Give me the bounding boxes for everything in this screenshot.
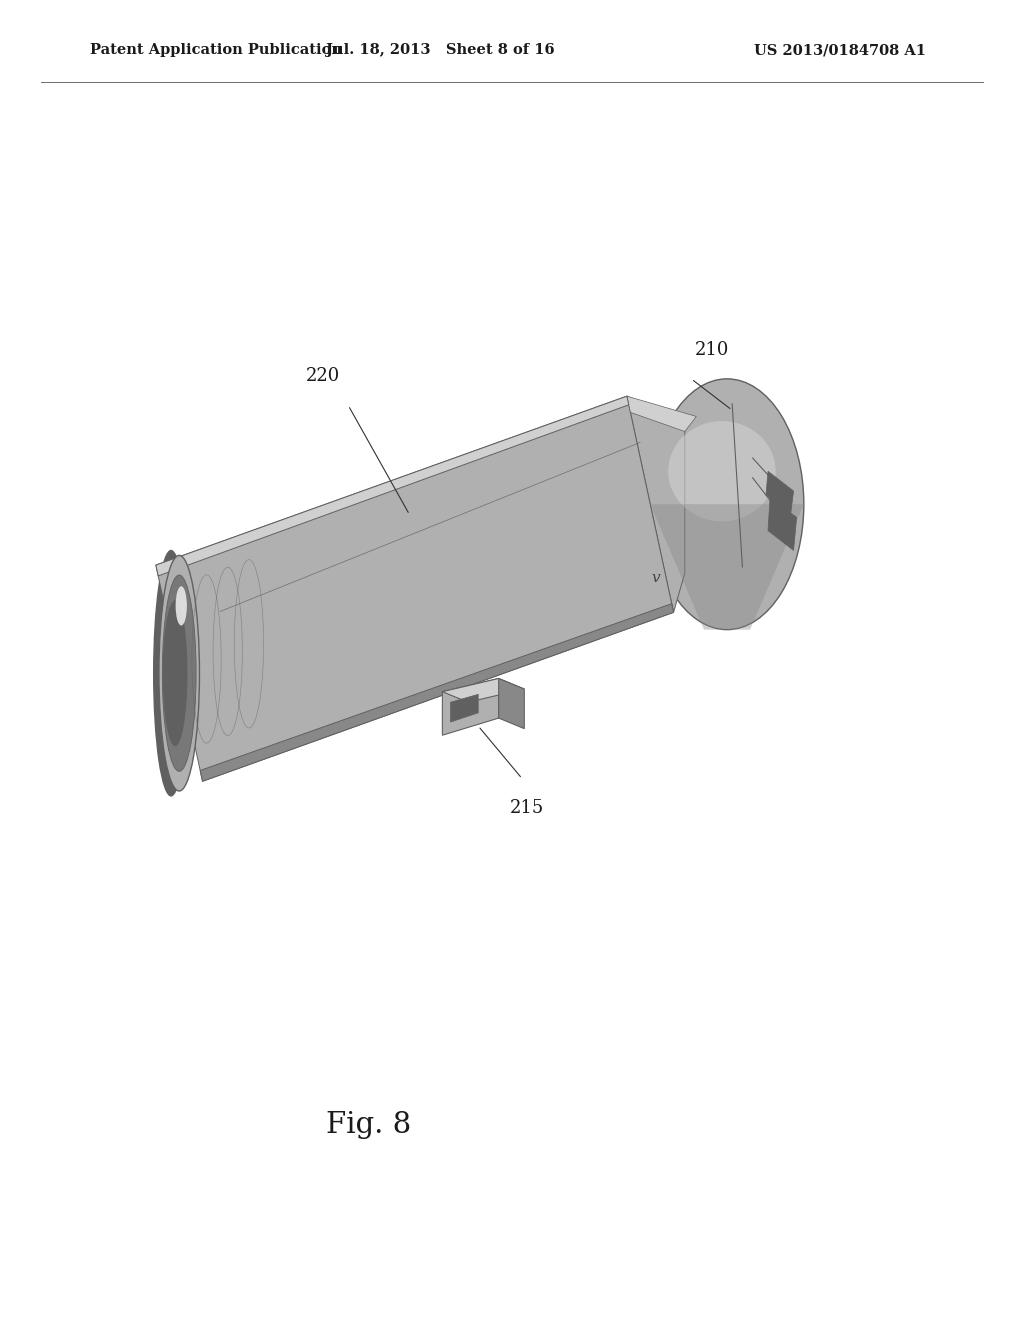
Polygon shape <box>442 678 524 702</box>
Text: 220: 220 <box>305 367 340 385</box>
Ellipse shape <box>650 379 804 630</box>
Text: Fig. 8: Fig. 8 <box>326 1110 412 1139</box>
Text: 210: 210 <box>694 341 729 359</box>
Ellipse shape <box>153 549 189 797</box>
Polygon shape <box>768 498 797 550</box>
Polygon shape <box>650 504 804 630</box>
Text: Jul. 18, 2013   Sheet 8 of 16: Jul. 18, 2013 Sheet 8 of 16 <box>326 44 555 57</box>
Text: v: v <box>651 572 659 585</box>
Text: 215: 215 <box>510 799 545 817</box>
Ellipse shape <box>176 586 186 626</box>
Text: Patent Application Publication: Patent Application Publication <box>90 44 342 57</box>
Polygon shape <box>499 678 524 729</box>
Ellipse shape <box>163 601 187 746</box>
Ellipse shape <box>162 576 197 771</box>
Polygon shape <box>627 396 685 612</box>
Polygon shape <box>156 396 629 576</box>
Ellipse shape <box>159 556 200 791</box>
Polygon shape <box>156 396 674 781</box>
Polygon shape <box>442 678 499 735</box>
Polygon shape <box>766 471 794 515</box>
Ellipse shape <box>668 421 776 521</box>
Polygon shape <box>451 694 478 722</box>
Polygon shape <box>627 396 696 432</box>
Text: US 2013/0184708 A1: US 2013/0184708 A1 <box>754 44 926 57</box>
Polygon shape <box>201 603 674 781</box>
